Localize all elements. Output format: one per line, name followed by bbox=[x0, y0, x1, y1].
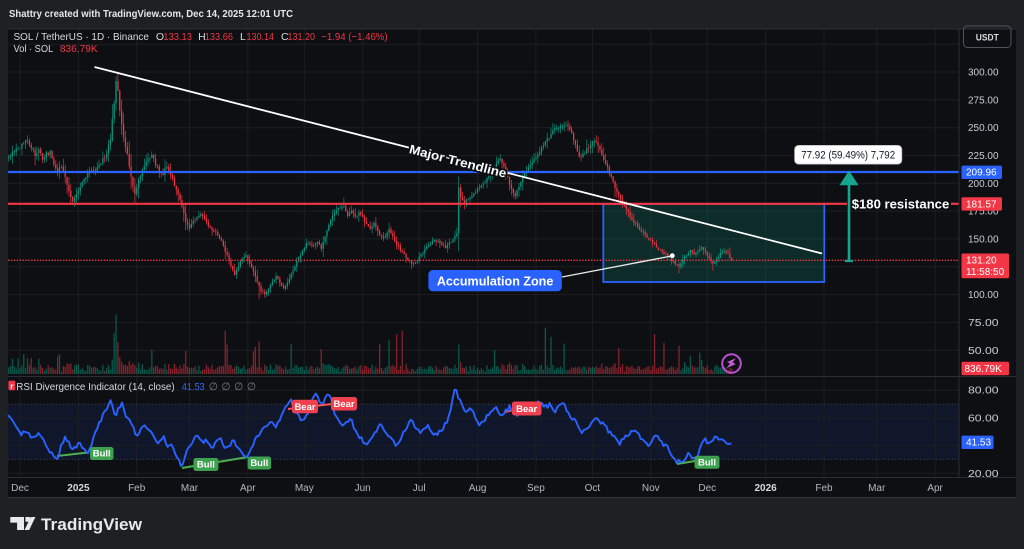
svg-text:Aug: Aug bbox=[469, 483, 487, 494]
svg-text:275.00: 275.00 bbox=[968, 95, 999, 106]
svg-text:209.96: 209.96 bbox=[966, 168, 997, 179]
svg-text:Oct: Oct bbox=[585, 483, 601, 494]
svg-text:RSI Divergence Indicator (14,: RSI Divergence Indicator (14, close) bbox=[16, 381, 174, 393]
svg-text:75.00: 75.00 bbox=[968, 318, 999, 329]
svg-text:Bear: Bear bbox=[516, 404, 537, 415]
svg-text:TradingView: TradingView bbox=[41, 515, 143, 534]
svg-text:Bull: Bull bbox=[93, 449, 111, 460]
svg-text:Jul: Jul bbox=[413, 483, 426, 494]
svg-text:USDT: USDT bbox=[976, 33, 999, 44]
svg-text:r: r bbox=[10, 381, 14, 391]
svg-text:Bull: Bull bbox=[197, 460, 215, 471]
svg-text:Mar: Mar bbox=[868, 483, 886, 494]
svg-text:Feb: Feb bbox=[815, 483, 833, 494]
svg-text:Sep: Sep bbox=[527, 483, 545, 494]
svg-text:Dec: Dec bbox=[11, 483, 29, 494]
svg-text:300.00: 300.00 bbox=[968, 68, 999, 79]
svg-text:SOL / TetherUS · 1D · Binance: SOL / TetherUS · 1D · Binance bbox=[14, 31, 150, 43]
svg-text:836.79K: 836.79K bbox=[965, 364, 1003, 375]
svg-text:Bear: Bear bbox=[333, 399, 354, 410]
svg-text:$180 resistance: $180 resistance bbox=[852, 197, 950, 211]
svg-text:Jun: Jun bbox=[355, 483, 371, 494]
svg-text:May: May bbox=[295, 483, 314, 494]
svg-text:Bull: Bull bbox=[698, 458, 716, 469]
svg-text:11:58:50: 11:58:50 bbox=[966, 267, 1005, 278]
svg-text:77.92 (59.49%) 7,792: 77.92 (59.49%) 7,792 bbox=[801, 149, 895, 161]
svg-text:100.00: 100.00 bbox=[968, 290, 999, 301]
svg-text:Dec: Dec bbox=[698, 483, 716, 494]
svg-text:∅: ∅ bbox=[234, 381, 243, 393]
svg-text:Mar: Mar bbox=[181, 483, 199, 494]
svg-text:Apr: Apr bbox=[927, 483, 943, 494]
svg-text:41.53: 41.53 bbox=[182, 381, 205, 393]
svg-text:∅: ∅ bbox=[221, 381, 230, 393]
svg-text:Nov: Nov bbox=[642, 483, 660, 494]
svg-text:∅: ∅ bbox=[247, 381, 256, 393]
svg-text:200.00: 200.00 bbox=[968, 179, 999, 190]
svg-text:∅: ∅ bbox=[209, 381, 218, 393]
svg-text:175.00: 175.00 bbox=[968, 207, 999, 218]
svg-text:250.00: 250.00 bbox=[968, 123, 999, 134]
svg-text:Vol · SOL: Vol · SOL bbox=[14, 43, 54, 55]
svg-text:225.00: 225.00 bbox=[968, 151, 999, 162]
svg-text:836.79K: 836.79K bbox=[60, 43, 98, 55]
svg-text:181.57: 181.57 bbox=[966, 199, 997, 210]
svg-text:150.00: 150.00 bbox=[968, 234, 999, 245]
svg-text:Bear: Bear bbox=[294, 402, 315, 413]
svg-text:20.00: 20.00 bbox=[968, 469, 999, 480]
svg-text:2025: 2025 bbox=[67, 483, 90, 494]
svg-text:41.53: 41.53 bbox=[966, 438, 991, 449]
svg-text:50.00: 50.00 bbox=[968, 346, 999, 357]
svg-text:Shattry created with TradingVi: Shattry created with TradingView.com, De… bbox=[9, 8, 293, 20]
svg-text:Feb: Feb bbox=[128, 483, 146, 494]
svg-text:Apr: Apr bbox=[240, 483, 256, 494]
svg-text:60.00: 60.00 bbox=[968, 413, 999, 424]
svg-text:2026: 2026 bbox=[754, 483, 777, 494]
svg-text:131.20: 131.20 bbox=[966, 255, 997, 266]
svg-text:Bull: Bull bbox=[250, 458, 268, 469]
svg-text:80.00: 80.00 bbox=[968, 386, 999, 397]
svg-text:Accumulation Zone: Accumulation Zone bbox=[437, 273, 554, 288]
